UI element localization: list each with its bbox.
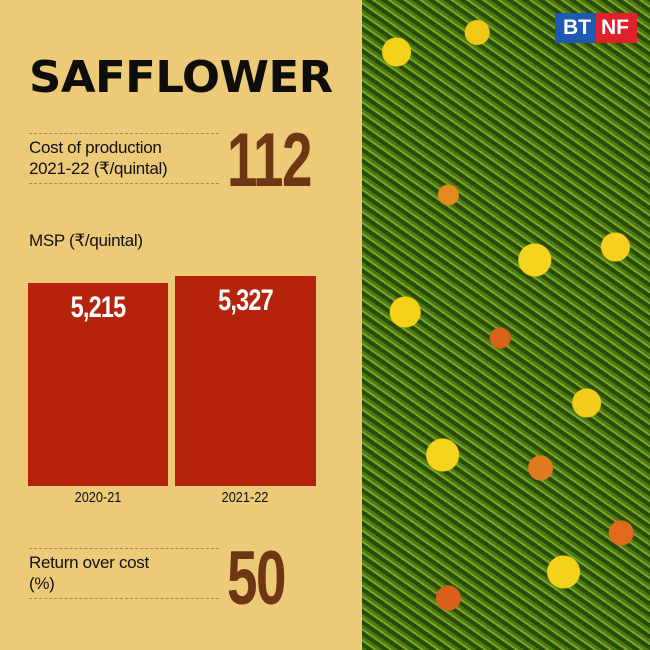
return-label-line1: Return over cost [29, 553, 149, 572]
cost-of-production-value: 112 [227, 118, 312, 203]
return-label-line2: (%) [29, 574, 55, 593]
return-over-cost-value: 50 [227, 536, 286, 621]
bar-value-2020-21: 5,215 [70, 291, 126, 324]
x-label-2020-21: 2020-21 [74, 489, 122, 506]
bar-2021-22: 5,327 [175, 276, 316, 486]
page-title: SAFFLOWER [29, 52, 333, 103]
info-panel: SAFFLOWER Cost of production 2021-22 (₹/… [28, 52, 334, 621]
cost-label-line1: Cost of production [29, 138, 162, 157]
x-label-2021-22: 2021-22 [221, 489, 269, 506]
brand-logo: BT NF [555, 13, 637, 43]
msp-chart-title: MSP (₹/quintal) [29, 231, 143, 250]
bar-2020-21: 5,215 [28, 283, 168, 486]
safflower-field-photo [362, 0, 650, 650]
logo-bt: BT [555, 13, 596, 43]
cost-label-line2: 2021-22 (₹/quintal) [29, 159, 168, 178]
bar-value-2021-22: 5,327 [218, 284, 273, 317]
cost-of-production-stat: Cost of production 2021-22 (₹/quintal) [29, 133, 219, 184]
logo-nf: NF [596, 13, 637, 43]
return-over-cost-stat: Return over cost (%) [29, 548, 219, 599]
